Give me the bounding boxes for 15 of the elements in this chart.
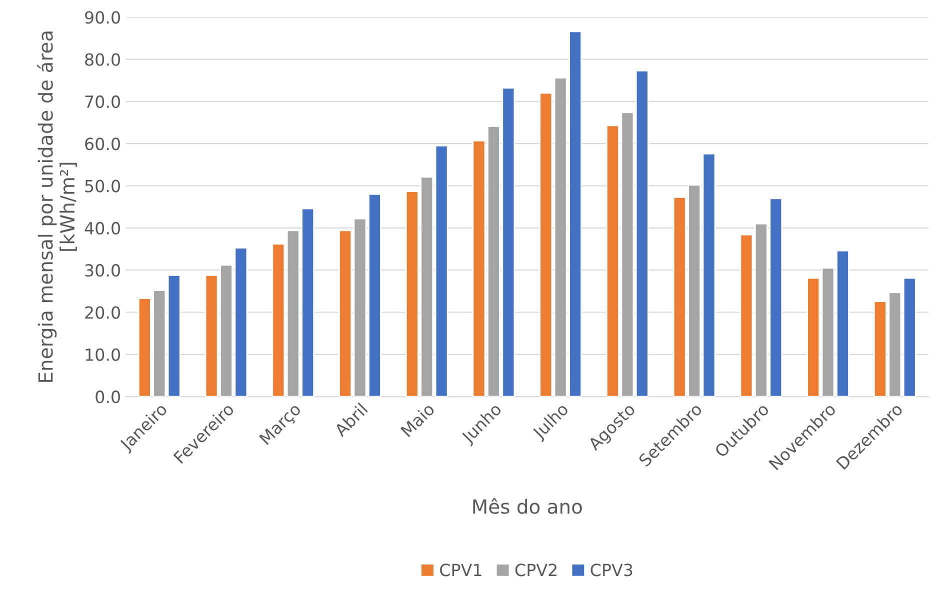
- legend-label: CPV2: [515, 564, 556, 576]
- y-tick-label: 0.0: [96, 390, 120, 404]
- y-tick-label: 60.0: [85, 138, 120, 150]
- y-tick-label: 30.0: [85, 264, 120, 277]
- y-tick-label: 50.0: [85, 180, 120, 192]
- y-tick-label: 90.0: [85, 11, 120, 24]
- y-tick-label: 80.0: [85, 53, 120, 66]
- y-axis-title: Energia mensal por unidade de área [kWh/m²]: [37, 32, 77, 382]
- y-tick-label: 40.0: [84, 222, 120, 235]
- legend-label: CPV3: [590, 564, 632, 576]
- y-tick-label: 70.0: [85, 95, 120, 108]
- y-tick-label: 20.0: [85, 306, 120, 319]
- y-tick-label: 10.0: [86, 348, 120, 361]
- legend-label: CPV1: [440, 564, 482, 576]
- x-axis-title: Mês do ano: [473, 498, 582, 514]
